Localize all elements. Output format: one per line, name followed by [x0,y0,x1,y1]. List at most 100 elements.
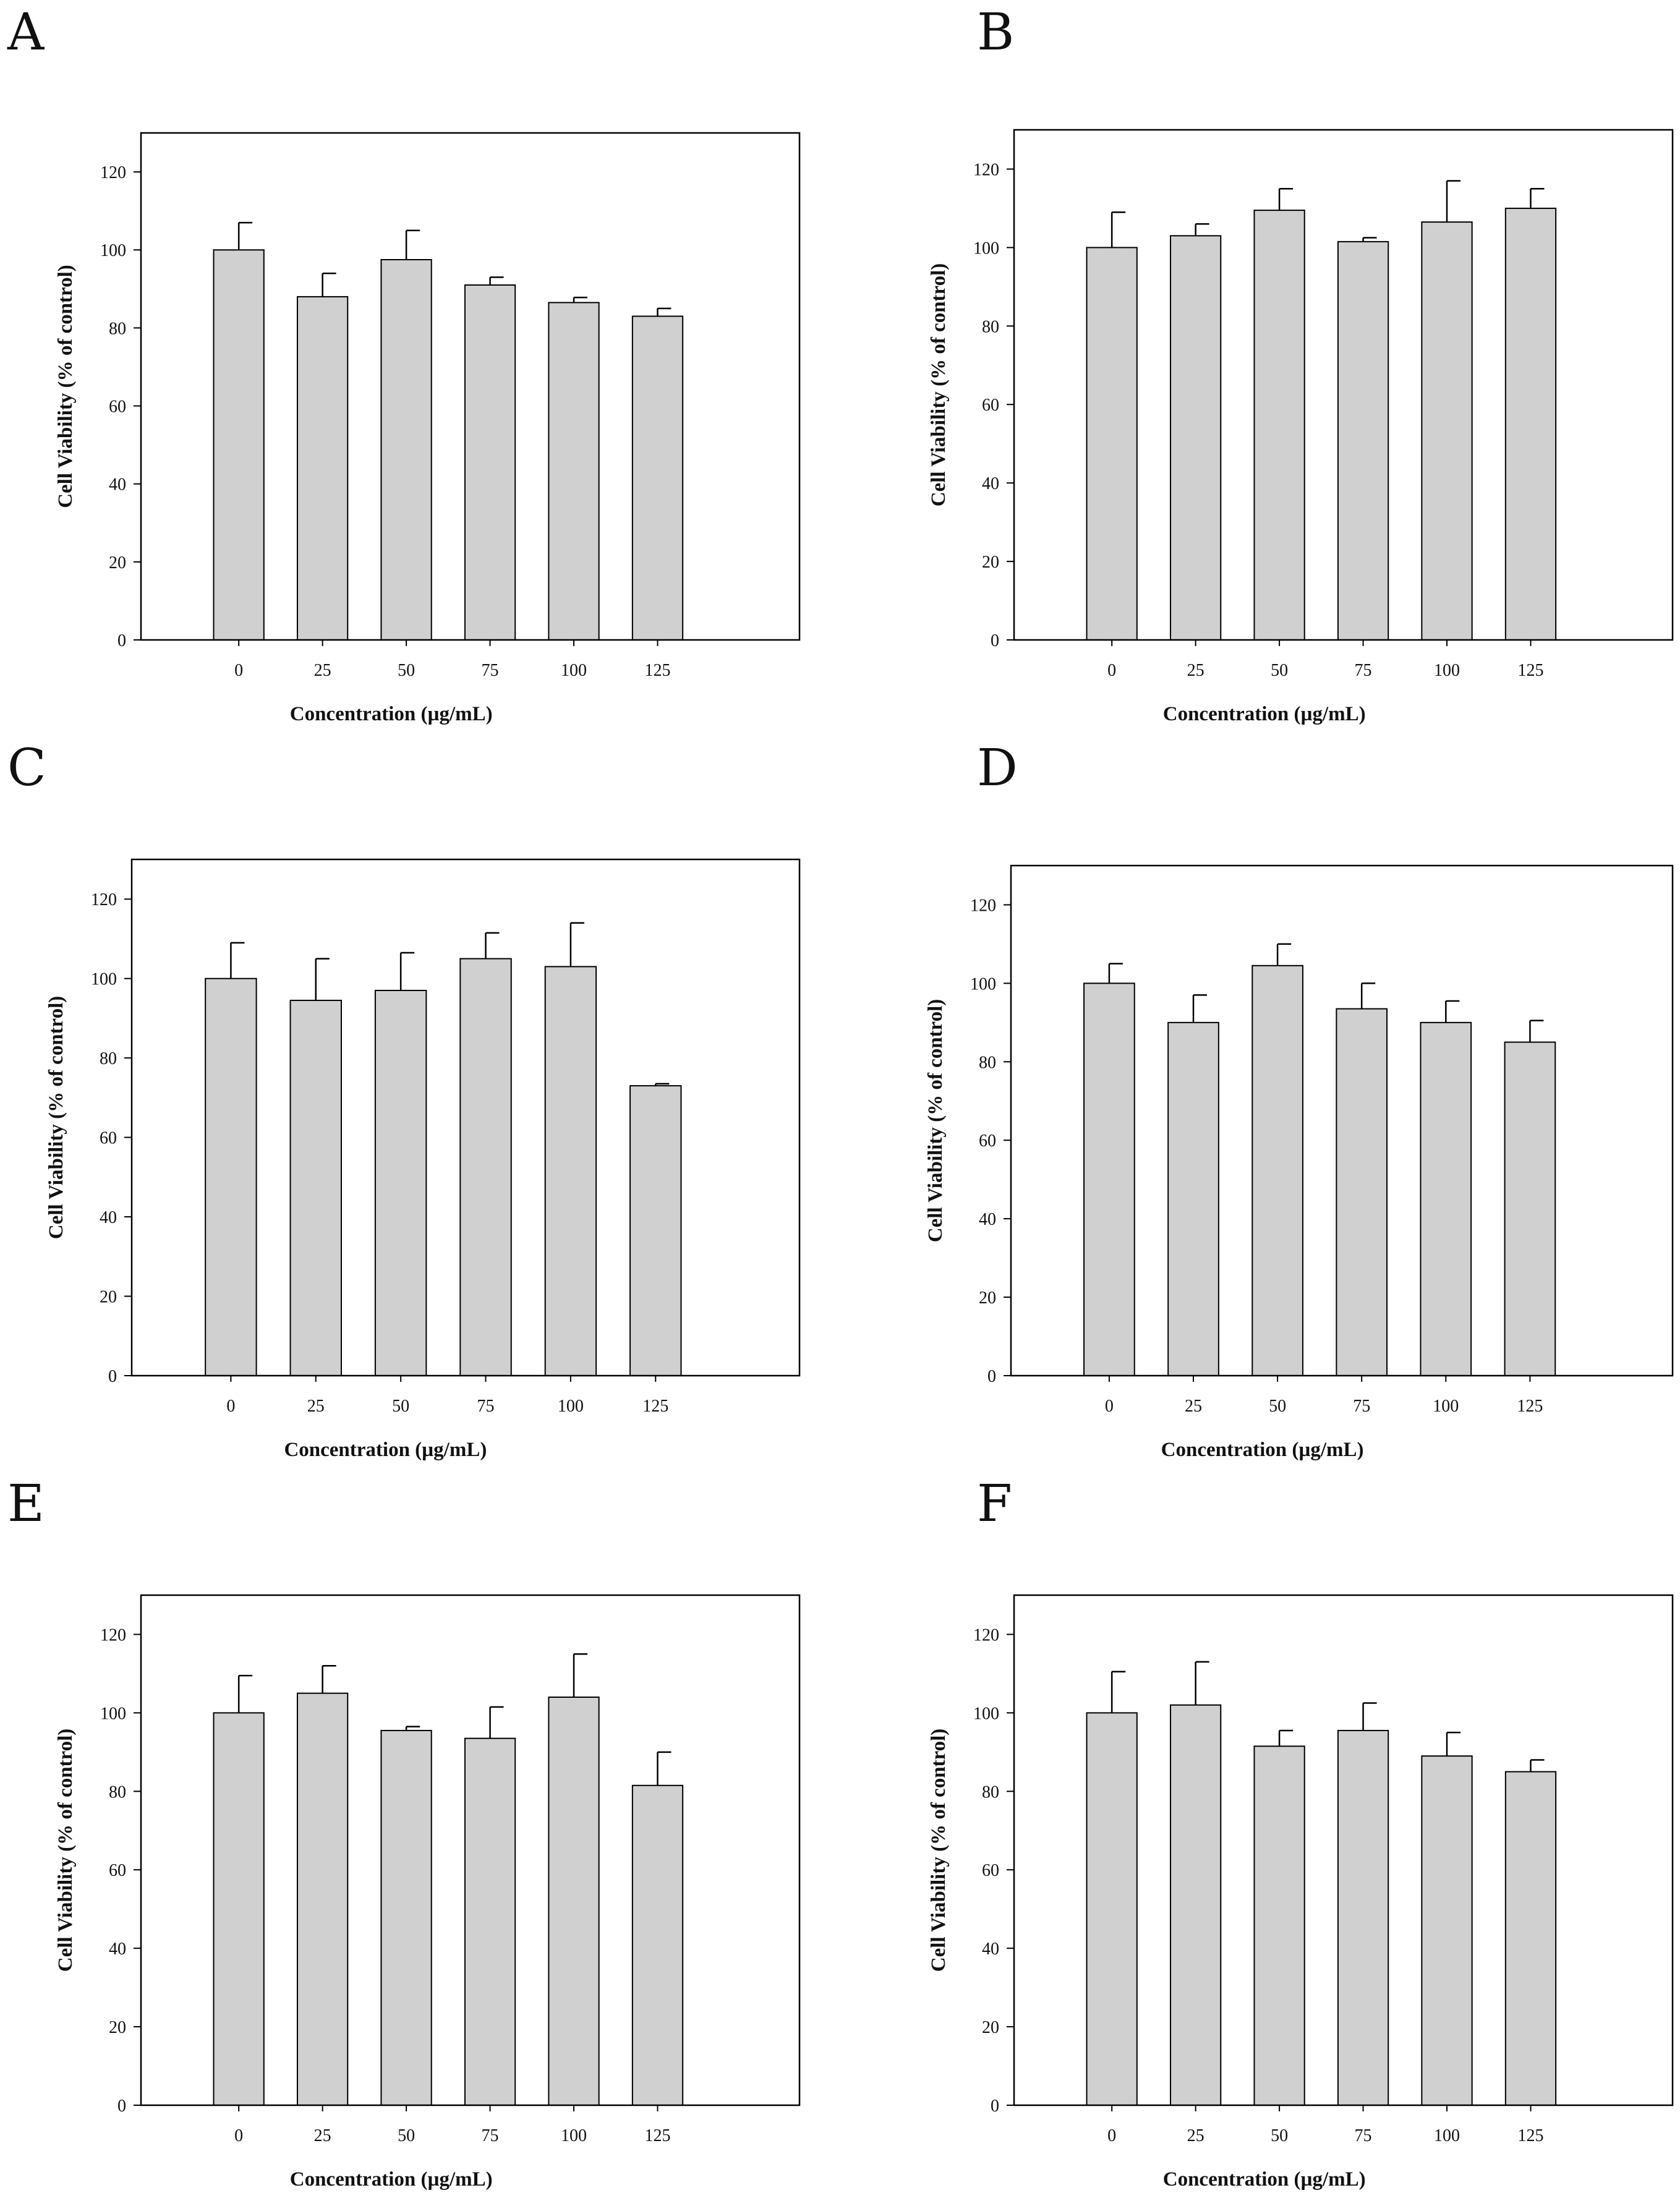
bar [464,284,516,641]
y-tick-label: 40 [979,1210,996,1229]
x-tick-label: 100 [561,2126,587,2145]
x-tick-label: 0 [234,2126,243,2145]
bar [213,249,265,641]
plot-frame [130,858,801,1377]
plot-frame [1013,1594,1674,2106]
y-tick-label: 20 [979,1288,996,1308]
x-tick-label: 50 [398,661,415,680]
plot-frame [140,1594,801,2106]
bar [1083,982,1135,1376]
x-tick-label: 50 [1269,1397,1286,1416]
panel-letter: B [977,3,1014,62]
y-tick-label: 60 [982,396,999,415]
y-tick-label: 20 [109,553,126,573]
x-tick-label: 75 [477,1397,495,1416]
y-tick-label: 60 [982,1861,999,1880]
bar [296,1692,349,2106]
y-tick-label: 0 [987,1367,996,1386]
bar [1167,1021,1219,1377]
y-tick-label: 100 [100,1704,126,1723]
chart-panel-a: A 0 25 50 75 100 125 0 20 40 60 80 100 120 Concentrati… [7,3,801,725]
y-axis-title: Cell Viability (% of control) [927,263,950,507]
bar [631,1784,684,2106]
y-tick-label: 40 [109,475,126,495]
x-tick-label: 75 [1353,1397,1370,1416]
bar [1420,1021,1472,1377]
x-axis-title: Concentration (µg/mL) [290,2168,493,2191]
y-tick-label: 20 [982,2018,999,2037]
bar [464,1737,516,2106]
y-tick-label: 120 [100,1625,126,1645]
y-tick-label: 40 [982,1940,999,1959]
x-tick-label: 25 [314,2126,331,2145]
bar [1337,241,1389,641]
y-tick-label: 100 [100,241,126,260]
bar [380,259,432,641]
x-tick-label: 50 [398,2126,415,2145]
x-tick-label: 0 [1105,1397,1114,1416]
y-tick-label: 120 [91,890,117,909]
x-tick-label: 125 [1517,1397,1543,1416]
x-tick-label: 75 [1355,661,1372,680]
y-tick-label: 40 [982,474,999,493]
x-tick-label: 100 [1433,1397,1459,1416]
x-tick-label: 125 [1517,2126,1543,2145]
y-tick-label: 20 [100,1288,117,1307]
x-axis-title: Concentration (µg/mL) [1163,2168,1366,2191]
x-tick-label: 100 [558,1397,584,1416]
bar [548,1697,600,2106]
x-axis-title: Concentration (µg/mL) [284,1439,487,1461]
chart-panel-b: B 0 25 50 75 100 125 0 20 40 60 80 100 120 Concentrati… [927,3,1674,725]
bar [296,296,349,641]
bar [213,1712,265,2106]
y-axis-title: Cell Viability (% of control) [54,265,77,508]
bar [1169,1704,1222,2106]
bar [1504,1041,1556,1376]
x-tick-label: 0 [1107,661,1116,680]
y-tick-label: 60 [109,1861,126,1880]
y-tick-label: 40 [100,1208,117,1227]
y-tick-label: 80 [979,1053,996,1072]
x-tick-label: 25 [1187,2126,1205,2145]
plot-frame [1010,864,1674,1377]
bar [548,302,600,641]
y-tick-label: 0 [108,1367,117,1386]
x-tick-label: 25 [314,661,331,680]
x-tick-label: 25 [1187,661,1205,680]
panel-letter: C [7,739,46,798]
chart-panel-d: D 0 25 50 75 100 125 0 20 40 60 80 100 120 Concentrati… [924,739,1674,1461]
x-axis-title: Concentration (µg/mL) [290,703,493,725]
bar [1421,221,1473,641]
bar [631,315,684,641]
y-tick-label: 80 [982,317,999,336]
x-tick-label: 25 [307,1397,325,1416]
bar [1086,247,1138,641]
y-tick-label: 100 [973,1704,999,1723]
x-tick-label: 125 [644,2126,670,2145]
bar [1504,1771,1557,2106]
panel-letter: A [7,3,45,62]
x-tick-label: 100 [1434,661,1460,680]
bar [1421,1755,1473,2106]
chart-panel-f: F 0 25 50 75 100 125 0 20 40 60 80 100 120 Concentrati… [927,1475,1674,2191]
chart-panel-e: E 0 25 50 75 100 125 0 20 40 60 80 100 120 Concentrati… [7,1475,801,2191]
y-tick-label: 80 [109,319,126,338]
bar [380,1729,432,2106]
y-tick-label: 0 [991,631,999,650]
x-tick-label: 100 [1434,2126,1460,2145]
x-tick-label: 50 [1271,2126,1288,2145]
bar [1251,965,1303,1376]
x-axis-title: Concentration (µg/mL) [1163,703,1366,725]
x-tick-label: 75 [1355,2126,1372,2145]
y-tick-label: 20 [982,553,999,572]
y-tick-label: 100 [91,970,117,989]
y-tick-label: 100 [970,974,996,994]
x-tick-label: 125 [644,661,670,680]
panel-letter: E [7,1475,45,1533]
bar [1253,210,1305,641]
x-tick-label: 25 [1185,1397,1202,1416]
x-tick-label: 100 [561,661,587,680]
x-tick-label: 0 [234,661,243,680]
